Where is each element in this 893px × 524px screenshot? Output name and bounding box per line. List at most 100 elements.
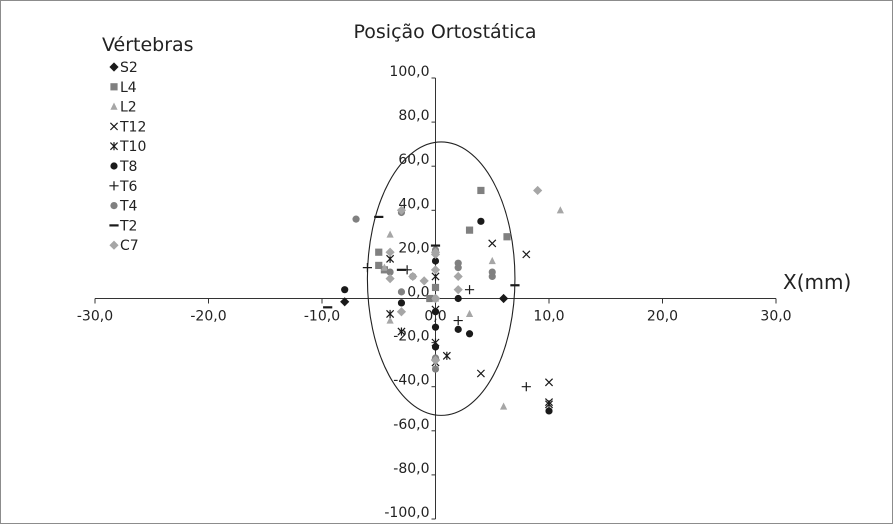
axes: -30,0 -20,0 -10,0 0,0 10,0 20,0 30,0 -100,0 -80,… <box>77 64 792 521</box>
data-point-t10 <box>397 327 406 336</box>
data-point-c7 <box>396 205 407 215</box>
legend-item-t12: T12 <box>109 119 146 135</box>
legend-label: L2 <box>120 100 137 116</box>
legend-marker <box>110 162 118 170</box>
data-point-c7 <box>408 271 418 282</box>
x-tick-label: 20,0 <box>647 309 678 325</box>
legend-label: T2 <box>119 218 137 234</box>
chart-title: Posição Ortostática <box>354 21 537 43</box>
data-point-t4 <box>454 264 462 272</box>
confidence-ellipse-layer <box>366 141 516 416</box>
legend-item-t8: T8 <box>110 159 137 175</box>
y-tick-label: 60,0 <box>398 152 429 168</box>
confidence-ellipse <box>366 141 516 416</box>
data-points <box>323 185 564 415</box>
data-point-t8 <box>341 286 349 294</box>
data-point-c7 <box>396 307 407 317</box>
series-t8 <box>341 217 553 415</box>
data-point-t8 <box>431 323 440 331</box>
data-point-c7 <box>533 185 543 196</box>
data-point-l4 <box>503 233 511 241</box>
data-point-t6 <box>521 382 531 392</box>
legend-marker <box>109 62 119 72</box>
data-point-t8 <box>431 308 440 316</box>
legend-label: T10 <box>119 139 146 155</box>
data-point-c7 <box>453 285 463 295</box>
x-tick-label: -20,0 <box>190 309 226 325</box>
data-point-t12 <box>522 250 531 259</box>
data-point-l4 <box>426 294 434 303</box>
data-point-c7 <box>430 293 441 304</box>
y-tick-label: -100,0 <box>384 505 429 521</box>
y-tick-label: 20,0 <box>398 240 429 256</box>
series-c7 <box>385 185 543 365</box>
data-point-l4 <box>465 226 474 234</box>
legend-item-c7: C7 <box>109 238 139 254</box>
data-point-t10 <box>544 400 554 409</box>
legend-item-t6: T6 <box>109 179 138 195</box>
legend-item-l2: L2 <box>110 100 137 116</box>
legend-marker <box>110 83 118 91</box>
data-point-c7 <box>430 265 441 275</box>
data-point-t6 <box>453 315 463 326</box>
data-point-t4 <box>386 268 394 276</box>
data-point-l4 <box>477 186 485 195</box>
legend-marker <box>110 202 118 210</box>
x-axis-label: X(mm) <box>783 270 851 294</box>
data-point-l2 <box>386 230 394 238</box>
data-point-t6 <box>464 285 475 295</box>
data-point-t4 <box>488 272 496 281</box>
y-tick-label: -40,0 <box>393 373 429 389</box>
y-tick-label: 100,0 <box>389 64 429 80</box>
data-point-c7 <box>430 355 441 365</box>
data-point-l4 <box>431 283 440 292</box>
legend-label: T6 <box>119 179 138 195</box>
legend-title: Vértebras <box>102 34 194 56</box>
data-point-l2 <box>500 402 508 410</box>
data-point-c7 <box>385 247 395 257</box>
data-point-l4 <box>375 261 383 270</box>
y-tick-label: 80,0 <box>398 108 429 124</box>
data-point-l2 <box>380 263 389 271</box>
legend-item-t4: T4 <box>110 199 138 215</box>
data-point-s2 <box>340 297 350 307</box>
y-tick-label: 0,0 <box>407 285 429 301</box>
x-tick-label: -10,0 <box>304 309 340 325</box>
legend-item-t2: T2 <box>109 218 137 234</box>
series-l2 <box>380 206 564 410</box>
legend-marker <box>109 122 119 131</box>
x-tick-label: -30,0 <box>77 309 113 325</box>
data-point-t8 <box>397 299 406 307</box>
legend-label: T8 <box>119 159 137 175</box>
y-tick-label: -20,0 <box>393 329 429 345</box>
y-tick-label: 40,0 <box>398 196 429 212</box>
data-point-t12 <box>476 369 485 378</box>
legend-item-l4: L4 <box>110 80 137 96</box>
legend-marker <box>110 102 118 110</box>
x-tick-label: 0,0 <box>424 309 446 325</box>
data-point-t8 <box>454 325 462 333</box>
legend-marker <box>109 142 119 151</box>
legend-label: S2 <box>120 60 138 76</box>
legend-label: L4 <box>120 80 137 96</box>
legend-label: T12 <box>119 119 146 135</box>
data-point-l4 <box>375 248 383 256</box>
data-point-l2 <box>556 206 564 214</box>
data-point-t8 <box>431 343 440 351</box>
legend-marker <box>109 240 119 250</box>
y-tick-label: -60,0 <box>393 417 429 433</box>
data-point-c7 <box>385 274 395 284</box>
data-point-c7 <box>430 249 441 259</box>
data-point-l2 <box>465 309 474 318</box>
data-point-t8 <box>431 257 440 265</box>
series-t4 <box>352 208 496 373</box>
x-tick-label: 10,0 <box>533 309 564 325</box>
legend-marker <box>109 181 119 191</box>
legend-label: C7 <box>120 238 139 254</box>
series-s2 <box>340 293 509 307</box>
legend-item-t10: T10 <box>109 139 146 155</box>
data-point-t8 <box>454 294 462 303</box>
